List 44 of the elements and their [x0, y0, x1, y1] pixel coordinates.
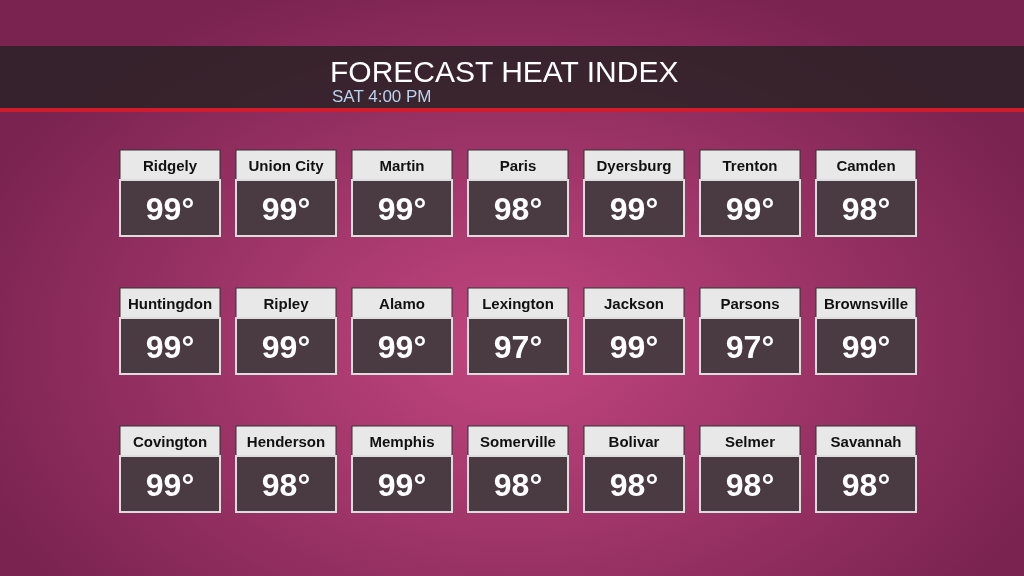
- data-label: 99°: [261, 329, 311, 365]
- data-label: 99°: [145, 191, 195, 227]
- category-label: Ridgely: [142, 157, 198, 174]
- category-label: Jackson: [603, 295, 665, 312]
- text: FORECAST HEAT INDEX: [330, 55, 679, 88]
- category-label: Somerville: [480, 433, 556, 450]
- category-label: Huntingdon: [127, 295, 213, 312]
- category-label: Covington: [132, 433, 208, 450]
- data-label: 98°: [261, 467, 311, 503]
- data-label: 97°: [493, 329, 543, 365]
- data-label: 98°: [725, 467, 775, 503]
- data-label: 99°: [377, 467, 427, 503]
- category-label: Camden: [836, 157, 896, 174]
- category-label: Ripley: [263, 295, 310, 312]
- data-label: 99°: [145, 329, 195, 365]
- category-label: Savannah: [830, 433, 902, 450]
- data-label: 98°: [841, 467, 891, 503]
- category-label: Henderson: [246, 433, 326, 450]
- data-label: 98°: [493, 191, 543, 227]
- data-label: 99°: [609, 191, 659, 227]
- category-label: Paris: [499, 157, 537, 174]
- data-label: 99°: [841, 329, 891, 365]
- category-label: Union City: [248, 157, 325, 174]
- category-label: Trenton: [722, 157, 778, 174]
- category-label: Alamo: [379, 295, 425, 312]
- data-label: 98°: [841, 191, 891, 227]
- category-label: Memphis: [369, 433, 435, 450]
- data-label: 99°: [609, 329, 659, 365]
- category-label: Dyersburg: [596, 157, 672, 174]
- data-label: 97°: [725, 329, 775, 365]
- category-label: Bolivar: [608, 433, 660, 450]
- category-label: Selmer: [724, 433, 776, 450]
- data-label: 99°: [261, 191, 311, 227]
- data-label: 99°: [377, 191, 427, 227]
- category-label: Martin: [379, 157, 425, 174]
- data-label: 99°: [145, 467, 195, 503]
- text: SAT 4:00 PM: [332, 87, 432, 106]
- category-label: Lexington: [482, 295, 554, 312]
- data-label: 98°: [493, 467, 543, 503]
- data-label: 99°: [725, 191, 775, 227]
- data-label: 99°: [377, 329, 427, 365]
- category-label: Brownsville: [823, 295, 909, 312]
- category-label: Parsons: [720, 295, 780, 312]
- data-label: 98°: [609, 467, 659, 503]
